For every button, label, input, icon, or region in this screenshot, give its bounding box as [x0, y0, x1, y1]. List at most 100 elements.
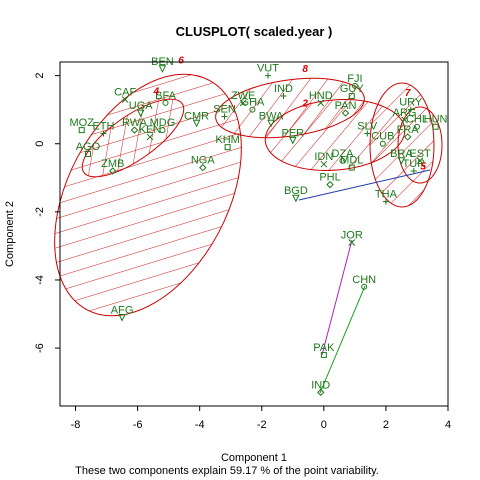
data-point: ARG — [393, 107, 416, 124]
point-label: MDL — [340, 155, 363, 167]
data-point: VUT — [257, 63, 279, 79]
point-marker — [158, 65, 167, 73]
data-point: AGO — [76, 141, 101, 157]
x-tick-label: 4 — [445, 419, 451, 431]
cluster-number: 7 — [405, 88, 411, 99]
cluster-number: 8 — [302, 64, 308, 75]
data-point: IDN — [314, 151, 333, 168]
data-point: BRA — [390, 148, 413, 165]
y-tick-label: -6 — [34, 343, 46, 353]
data-point: CUB — [371, 131, 394, 147]
cluster-number: 5 — [420, 161, 426, 172]
data-point: FRA — [397, 124, 419, 141]
point-marker — [146, 133, 154, 141]
data-point: MDG — [150, 117, 176, 134]
point-label: HUN — [424, 114, 448, 126]
cluster-line-bgd-eat — [298, 169, 431, 201]
y-tick-label: 2 — [34, 73, 46, 79]
point-label: PAN — [335, 100, 357, 112]
data-point: AFG — [111, 304, 133, 322]
point-marker — [78, 127, 85, 134]
x-tick-label: -8 — [71, 419, 81, 431]
point-marker — [401, 116, 408, 124]
point-label: MDG — [150, 117, 176, 129]
point-marker — [339, 157, 346, 164]
point-label: BRA — [390, 148, 413, 160]
point-marker — [432, 123, 439, 130]
point-marker — [317, 99, 325, 107]
point-marker — [130, 126, 139, 134]
point-label: DZA — [331, 148, 354, 160]
data-point: SLV — [357, 121, 378, 137]
point-label: GUY — [340, 83, 365, 95]
point-marker — [382, 198, 389, 205]
cluster-number: 2 — [301, 98, 308, 109]
data-point: IND — [311, 379, 330, 397]
data-point: NGA — [191, 155, 216, 172]
point-marker — [403, 133, 412, 141]
data-point: MOZ — [70, 117, 95, 134]
point-label: IND — [311, 379, 330, 391]
point-marker — [84, 150, 91, 157]
point-marker — [397, 157, 406, 165]
y-axis-title: Component 2 — [4, 201, 16, 267]
data-point: MDL — [340, 155, 363, 171]
data-point: ZWE — [231, 90, 255, 107]
data-point: URY — [399, 97, 423, 113]
point-label: NGA — [191, 155, 216, 167]
cluster-ellipses — [54, 73, 443, 317]
data-point: PER — [281, 127, 304, 145]
data-point: ZMB — [101, 158, 124, 175]
data-point: KHM — [215, 134, 240, 151]
x-axis-title: Component 1 — [221, 452, 287, 464]
x-tick-label: -4 — [195, 419, 205, 431]
x-axis: -8 -6 -4 -2 0 2 4 — [71, 406, 451, 431]
point-label: URY — [399, 97, 423, 109]
data-point: CMR — [184, 110, 209, 128]
point-label: EST — [409, 148, 431, 160]
chart-title: CLUSPLOT( scaled.year ) — [176, 24, 333, 39]
point-label: ZMB — [101, 158, 124, 170]
y-tick-label: 0 — [34, 141, 46, 147]
data-point: BEN — [151, 56, 174, 73]
cluster-line-chn-ind — [319, 285, 366, 394]
data-point: GHA — [241, 97, 265, 113]
x-tick-label: -6 — [133, 419, 143, 431]
point-label: CHN — [352, 274, 376, 286]
x-tick-label: 2 — [383, 419, 389, 431]
point-marker — [361, 283, 368, 290]
point-marker — [320, 351, 327, 358]
cluster-lines — [298, 169, 431, 394]
x-tick-label: -2 — [257, 419, 267, 431]
point-label: HND — [309, 90, 333, 102]
cluster-number-labels: 4 6 8 2 7 5 — [152, 56, 426, 173]
point-marker — [413, 123, 420, 130]
cluster-number: 4 — [152, 86, 159, 97]
data-point: BGD — [284, 185, 308, 203]
data-point: HUN — [424, 114, 448, 130]
data-point: DZA — [331, 148, 354, 164]
data-point: HND — [309, 90, 333, 107]
data-point: RWA — [122, 117, 148, 134]
point-marker — [317, 388, 325, 397]
point-marker — [159, 127, 166, 134]
point-marker — [249, 106, 256, 113]
point-label: MOZ — [70, 117, 95, 129]
point-marker — [192, 119, 201, 128]
point-label: CUB — [371, 131, 394, 143]
cluster-ellipse-large — [54, 73, 242, 317]
point-label: KEN — [139, 124, 162, 136]
point-label: IND — [274, 83, 293, 95]
data-point: SEN — [213, 103, 236, 120]
point-marker — [121, 96, 129, 103]
point-marker — [280, 93, 287, 100]
data-point: CHL — [406, 114, 428, 130]
point-label: BWA — [259, 110, 284, 122]
point-label: JOR — [341, 230, 363, 242]
point-label: ETH — [92, 121, 114, 133]
data-point: JOR — [341, 230, 363, 246]
point-marker — [292, 194, 300, 203]
cluster-ellipse-right-inner — [397, 106, 443, 184]
